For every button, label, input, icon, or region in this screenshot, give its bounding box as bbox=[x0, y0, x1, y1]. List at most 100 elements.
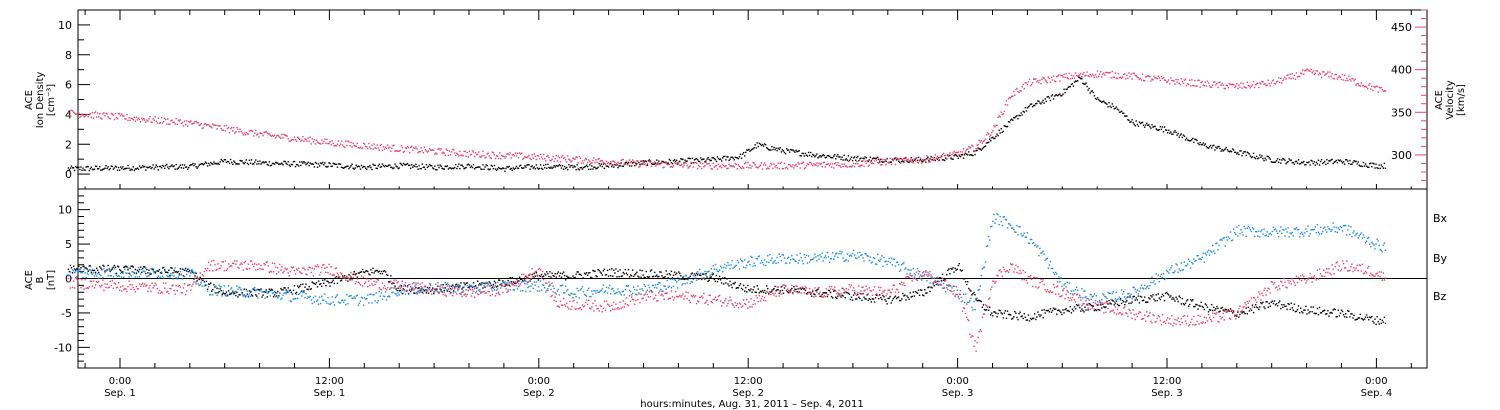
data-point bbox=[767, 287, 769, 290]
data-point bbox=[976, 299, 978, 302]
data-point bbox=[247, 296, 250, 298]
data-point bbox=[903, 161, 905, 163]
data-point bbox=[153, 272, 155, 274]
data-point bbox=[936, 280, 939, 283]
data-point bbox=[432, 288, 434, 290]
data-point bbox=[1369, 162, 1371, 165]
data-point bbox=[223, 125, 226, 127]
data-point bbox=[446, 290, 449, 292]
data-point bbox=[780, 151, 783, 153]
data-point bbox=[636, 289, 638, 291]
data-point bbox=[1270, 82, 1273, 84]
data-point bbox=[337, 301, 340, 303]
data-point bbox=[802, 161, 805, 163]
data-point bbox=[133, 116, 136, 118]
data-point bbox=[825, 257, 828, 259]
data-point bbox=[799, 154, 801, 157]
data-point bbox=[1029, 238, 1032, 241]
data-point bbox=[165, 270, 167, 273]
data-point bbox=[518, 280, 521, 282]
data-point bbox=[227, 290, 230, 292]
data-point bbox=[456, 167, 458, 170]
data-point bbox=[98, 116, 100, 118]
data-point bbox=[511, 169, 513, 171]
data-point bbox=[931, 156, 933, 159]
data-point bbox=[133, 271, 136, 274]
data-point bbox=[841, 163, 843, 165]
x-tick-time: 0:00 bbox=[1365, 376, 1387, 387]
data-point bbox=[548, 166, 550, 169]
data-point bbox=[411, 289, 413, 291]
data-point bbox=[1040, 252, 1042, 254]
data-point bbox=[158, 165, 161, 168]
data-point bbox=[170, 272, 172, 275]
data-point bbox=[704, 164, 706, 167]
data-point bbox=[919, 157, 922, 159]
data-point bbox=[293, 285, 296, 287]
data-point bbox=[1070, 83, 1073, 86]
data-point bbox=[820, 162, 822, 165]
data-point bbox=[861, 164, 863, 166]
data-point bbox=[437, 148, 439, 151]
data-point bbox=[534, 275, 537, 277]
data-point bbox=[707, 280, 709, 283]
data-point bbox=[529, 280, 531, 282]
data-point bbox=[358, 147, 361, 149]
data-point bbox=[315, 300, 318, 303]
data-point bbox=[135, 168, 138, 170]
data-point bbox=[463, 282, 465, 284]
data-point bbox=[1063, 88, 1065, 91]
data-point bbox=[272, 162, 275, 165]
data-point bbox=[845, 165, 847, 167]
data-point bbox=[667, 162, 669, 164]
data-point bbox=[541, 276, 544, 278]
data-point bbox=[531, 283, 533, 285]
data-point bbox=[402, 151, 405, 153]
data-point bbox=[479, 166, 481, 168]
data-point bbox=[242, 162, 244, 164]
data-point bbox=[727, 156, 729, 158]
data-point bbox=[1331, 158, 1333, 161]
data-point bbox=[1332, 77, 1334, 80]
data-point bbox=[550, 276, 552, 278]
data-point bbox=[1313, 73, 1315, 76]
data-point bbox=[907, 296, 909, 299]
data-point bbox=[905, 299, 907, 301]
data-point bbox=[147, 275, 149, 277]
data-point bbox=[104, 167, 106, 169]
data-point bbox=[82, 167, 84, 169]
data-point bbox=[1109, 292, 1111, 295]
data-point bbox=[141, 271, 144, 273]
data-point bbox=[850, 255, 853, 257]
data-point bbox=[798, 291, 800, 293]
data-point bbox=[311, 302, 314, 305]
data-point bbox=[397, 287, 399, 289]
data-point bbox=[426, 151, 429, 153]
data-point bbox=[501, 285, 503, 287]
data-point bbox=[309, 136, 311, 138]
data-point bbox=[522, 158, 524, 160]
data-point bbox=[1115, 106, 1118, 108]
data-point bbox=[747, 149, 749, 151]
data-point bbox=[482, 164, 484, 166]
data-point bbox=[568, 276, 570, 279]
data-point bbox=[131, 265, 133, 267]
data-point bbox=[191, 270, 193, 272]
data-point bbox=[300, 140, 302, 142]
data-point bbox=[886, 303, 888, 305]
data-point bbox=[1039, 79, 1041, 82]
data-point bbox=[637, 160, 639, 162]
data-point bbox=[990, 134, 992, 136]
data-point bbox=[183, 269, 186, 272]
data-point bbox=[1382, 90, 1385, 93]
data-point bbox=[1160, 75, 1163, 78]
data-point bbox=[594, 161, 596, 164]
data-point bbox=[1070, 290, 1073, 292]
data-point bbox=[1285, 305, 1287, 308]
data-point bbox=[579, 157, 582, 159]
data-point bbox=[644, 277, 646, 279]
data-point bbox=[125, 118, 127, 120]
data-point bbox=[1181, 136, 1184, 139]
data-point bbox=[139, 121, 142, 123]
data-point bbox=[1194, 79, 1196, 82]
